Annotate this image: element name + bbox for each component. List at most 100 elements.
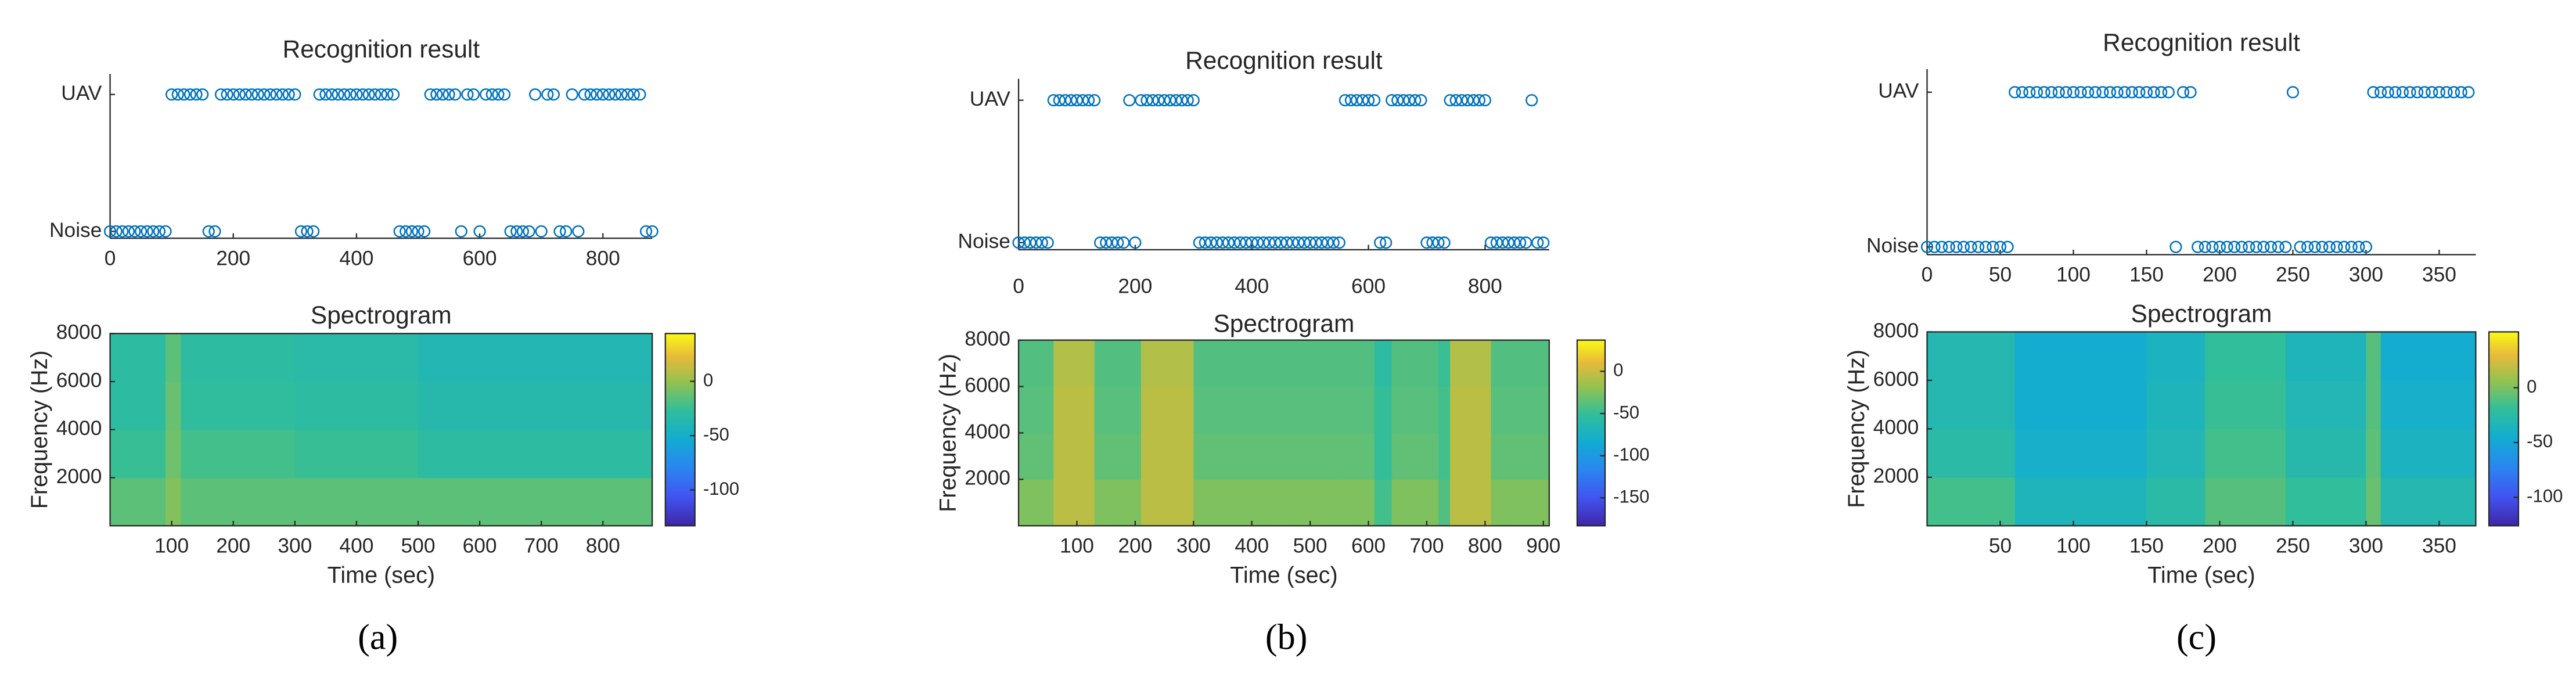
x-tick-label: 600 (463, 247, 497, 269)
point (1292, 236, 1305, 249)
point (1987, 240, 1999, 253)
heat-cell (1019, 340, 1055, 387)
heat-cell (2380, 477, 2477, 527)
point (1193, 236, 1206, 249)
heat-cell (2146, 477, 2206, 527)
x-tick-label: 200 (2203, 534, 2237, 557)
x-tick-label: 400 (339, 247, 373, 269)
heat-cell (1094, 386, 1142, 434)
point (2433, 86, 2446, 99)
point (1409, 94, 1422, 107)
point (171, 88, 184, 101)
y-tick-label: 2000 (56, 465, 102, 488)
heat-cell (166, 429, 182, 479)
point (424, 88, 437, 101)
point (1994, 240, 2007, 253)
point (1106, 236, 1118, 249)
point (510, 225, 523, 238)
heat-cell (1927, 477, 2016, 527)
x-tick-label: 200 (1118, 275, 1152, 297)
point (202, 225, 215, 238)
point (1053, 94, 1066, 107)
colorbar (2488, 331, 2520, 527)
chart-title: Spectrogram (1213, 310, 1354, 337)
point (122, 225, 135, 238)
y-tick-label: 4000 (965, 420, 1010, 443)
point (1216, 236, 1229, 249)
point (1344, 94, 1358, 107)
x-tick-label: 150 (2129, 264, 2164, 286)
heat-cell (110, 382, 166, 430)
heat-cell (2014, 429, 2147, 478)
point (603, 88, 616, 101)
y-tick-label: 2000 (965, 467, 1010, 490)
point (1047, 94, 1060, 107)
point (2272, 240, 2284, 253)
heat-cell (1053, 340, 1095, 387)
point (2301, 240, 2314, 253)
heat-cell (418, 382, 653, 430)
point (1467, 94, 1480, 107)
heat-cell (1339, 340, 1375, 387)
point (2111, 86, 2124, 99)
point (2228, 240, 2241, 253)
point (498, 88, 511, 101)
heat-cell (1193, 386, 1340, 434)
heat-cell (2014, 380, 2147, 430)
point (362, 88, 375, 101)
heat-cell (1374, 340, 1393, 387)
point (184, 88, 197, 101)
point (2125, 86, 2138, 99)
point (621, 88, 634, 101)
heat-cell (1053, 433, 1095, 480)
heat-cell (2366, 380, 2381, 430)
point (2016, 86, 2028, 99)
point (1449, 94, 1462, 107)
heat-cell (1391, 386, 1439, 434)
point (325, 88, 339, 101)
point (356, 88, 369, 101)
point (2308, 240, 2321, 253)
point (535, 225, 548, 238)
point (2345, 240, 2358, 253)
heat-cell (166, 382, 182, 430)
heat-cell (1927, 332, 2016, 381)
point (2462, 86, 2475, 99)
heat-cell (110, 429, 166, 479)
point (560, 225, 573, 238)
point (1950, 240, 1963, 253)
point (2176, 86, 2190, 99)
point (1286, 236, 1299, 249)
point (547, 88, 560, 101)
point (2089, 86, 2102, 99)
point (1327, 236, 1340, 249)
point (208, 225, 221, 238)
heat-cell (1438, 340, 1451, 387)
point (196, 88, 209, 101)
point (1368, 94, 1381, 107)
y-tick-label: UAV (970, 88, 1010, 110)
heat-cell (2285, 380, 2367, 430)
point (2147, 86, 2160, 99)
heat-cell (166, 333, 182, 382)
point (2352, 240, 2365, 253)
point (153, 225, 166, 238)
colorbar-tick-label: -50 (1613, 402, 1639, 422)
heat-cell (2285, 477, 2367, 527)
heat-cell (2285, 332, 2367, 381)
point (1537, 236, 1550, 249)
point (159, 225, 172, 238)
point (2243, 240, 2255, 253)
heat-cell (1391, 340, 1439, 387)
point (1415, 94, 1427, 107)
heat-cell (2014, 332, 2147, 381)
point (251, 88, 264, 101)
point (1520, 236, 1532, 249)
point (1942, 240, 1955, 253)
point (467, 88, 480, 101)
point (190, 88, 203, 101)
x-tick-label: 200 (216, 247, 250, 269)
point (1309, 236, 1322, 249)
point (1141, 94, 1153, 107)
